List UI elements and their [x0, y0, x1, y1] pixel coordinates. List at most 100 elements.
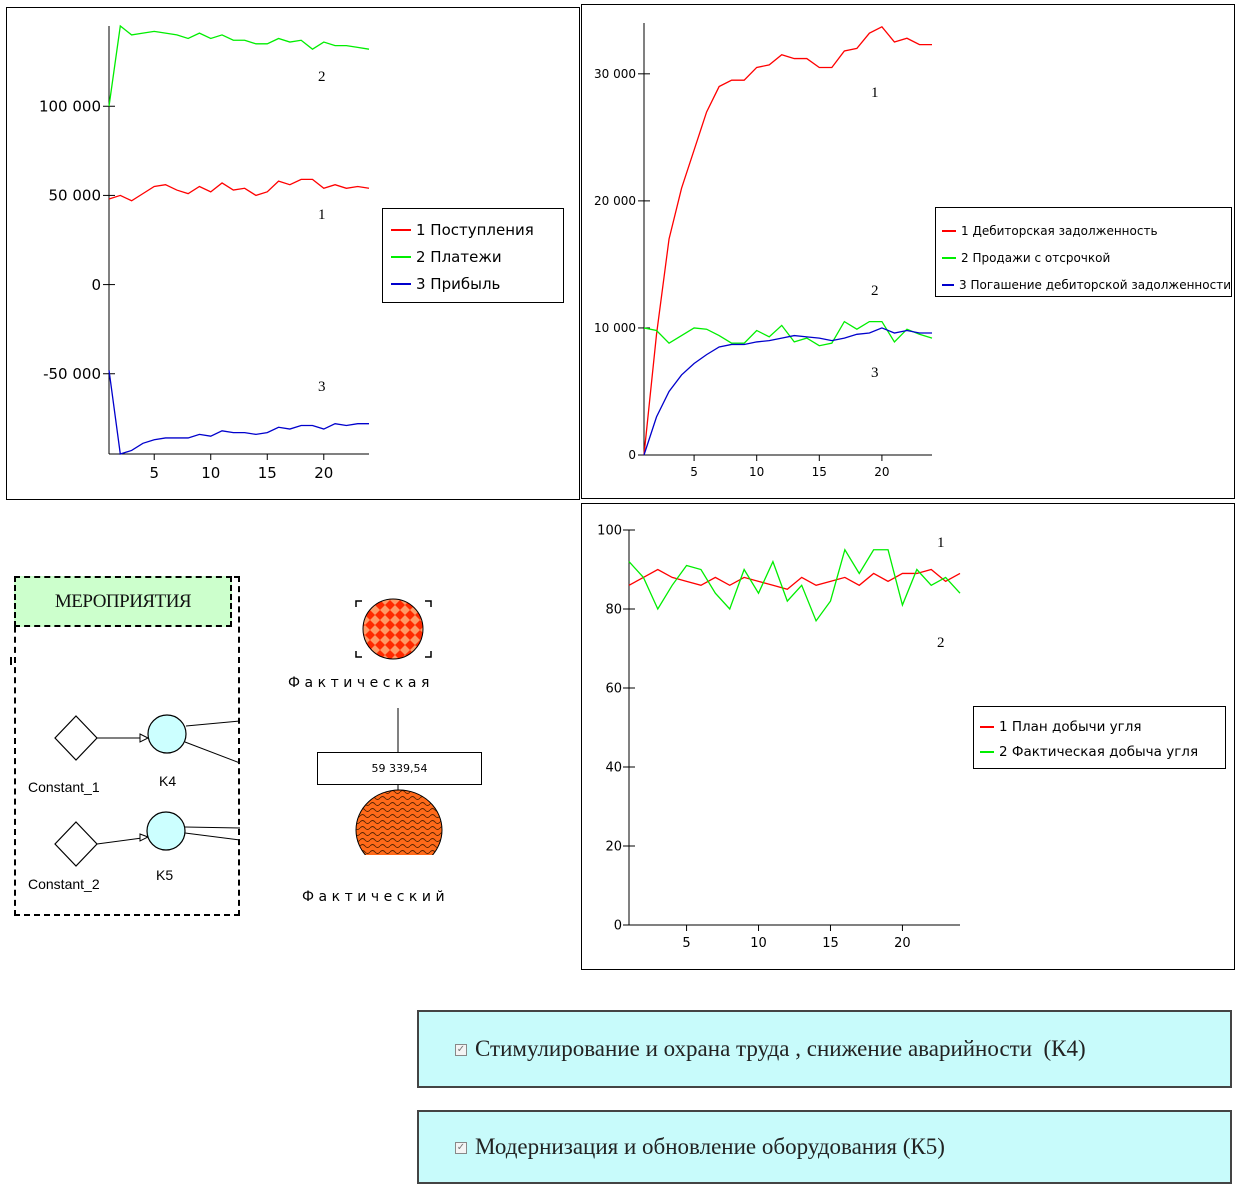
series-line-1 — [108, 178, 370, 202]
diagram-canvas — [10, 657, 240, 867]
x-tick-label: 10 — [749, 465, 764, 479]
k5-node[interactable] — [146, 811, 186, 851]
y-tick-label: 40 — [605, 761, 622, 776]
series-line-3 — [108, 370, 369, 455]
legend-label: 2 Фактическая добыча угля — [999, 743, 1199, 760]
actual-level-node[interactable] — [362, 598, 424, 660]
link-k5-out-1 — [184, 826, 240, 829]
series-line-2 — [643, 320, 933, 347]
x-tick-label: 10 — [750, 936, 767, 951]
chart-receivables-svg: 5 10 15 20 0 10 000 20 000 30 000 1 2 3 — [594, 23, 933, 479]
chart-panel-coal: 5 10 15 20 0 20 40 60 80 100 1 2 1 План добычи угля… — [581, 503, 1235, 970]
legend-swatch — [391, 228, 411, 231]
checkbox-k4[interactable]: ✓ Стимулирование и охрана труда , снижен… — [417, 1010, 1232, 1088]
legend-swatch — [980, 725, 994, 728]
legend-label: 2 Продажи с отсрочкой — [961, 250, 1111, 265]
x-tick-label: 15 — [812, 465, 827, 479]
legend-label: 3 Прибыль — [416, 274, 501, 293]
actual-output-label: Фактический — [302, 889, 450, 905]
x-tick-label: 5 — [682, 936, 690, 951]
checkbox-k5[interactable]: ✓ Модернизация и обновление оборудования… — [417, 1110, 1232, 1184]
legend-item: 1 План добычи угля — [980, 714, 1225, 739]
series-line-2 — [628, 548, 961, 623]
link-k4-out-1 — [185, 720, 240, 727]
constant-2-label: Constant_2 — [28, 876, 100, 892]
series-line-2 — [108, 24, 370, 107]
k5-label: K5 — [156, 867, 174, 883]
link-constant2-k5 — [96, 837, 143, 845]
legend-item: 1 Поступления — [391, 216, 563, 243]
legend-swatch — [391, 282, 411, 285]
checkbox-k4-label: Стимулирование и охрана труда , снижение… — [475, 1036, 1086, 1061]
chart-panel-finance: 5 10 15 20 -50 000 0 50 000 100 000 1 2 3 1 Поступ… — [6, 7, 580, 500]
y-tick-label: -50 000 — [43, 365, 101, 383]
legend-item: 2 Продажи с отсрочкой — [942, 244, 1231, 271]
y-tick-label: 0 — [628, 448, 636, 462]
y-tick-label: 0 — [614, 919, 622, 934]
arrow-head — [139, 733, 150, 743]
series-curve-label-2: 2 — [318, 69, 326, 85]
legend-swatch — [942, 256, 956, 259]
legend-swatch — [980, 750, 994, 753]
link-k4-out-2 — [184, 741, 240, 764]
x-tick-label: 20 — [874, 465, 889, 479]
x-tick-label: 20 — [894, 936, 911, 951]
legend-swatch — [942, 229, 956, 232]
legend-swatch — [391, 255, 411, 258]
chart-legend: 1 Дебиторская задолженность 2 Продажи с … — [935, 207, 1232, 297]
y-tick-label: 80 — [605, 603, 622, 618]
series-line-1 — [628, 568, 961, 590]
y-tick-label: 100 000 — [39, 98, 101, 116]
legend-swatch — [942, 283, 955, 286]
constant-1-label: Constant_1 — [28, 779, 100, 795]
selection-handles — [355, 600, 432, 658]
y-tick-label: 20 000 — [594, 194, 636, 208]
chart-legend: 1 Поступления 2 Платежи 3 Прибыль — [382, 208, 564, 303]
legend-label: 2 Платежи — [416, 247, 502, 266]
x-tick-label: 20 — [314, 464, 333, 482]
series-curve-label-3: 3 — [871, 365, 879, 381]
actual-output-node[interactable] — [355, 789, 443, 855]
y-tick-label: 60 — [605, 682, 622, 697]
series-curve-label-2: 2 — [937, 635, 945, 651]
port-marker — [10, 657, 12, 665]
series-curve-label-1: 1 — [318, 207, 326, 223]
measures-group-title: МЕРОПРИЯТИЯ — [14, 576, 232, 627]
x-tick-label: 15 — [258, 464, 277, 482]
y-tick-label: 100 — [597, 524, 622, 539]
legend-label: 1 Дебиторская задолженность — [961, 223, 1158, 238]
arrow-head — [139, 833, 150, 842]
checkbox-k4-box[interactable]: ✓ — [455, 1044, 467, 1056]
constant-2-node[interactable] — [54, 821, 98, 867]
series-curve-label-3: 3 — [318, 379, 326, 395]
checkbox-k5-box[interactable]: ✓ — [455, 1142, 467, 1154]
legend-item: 3 Прибыль — [391, 270, 563, 297]
chart-coal-svg: 5 10 15 20 0 20 40 60 80 100 1 2 — [597, 524, 961, 951]
legend-item: 3 Погашение дебиторской задолженности — [942, 271, 1231, 298]
k4-node[interactable] — [147, 714, 187, 754]
x-tick-label: 10 — [201, 464, 220, 482]
x-tick-label: 15 — [822, 936, 839, 951]
series-curve-label-1: 1 — [937, 535, 945, 551]
series-curve-label-2: 2 — [871, 283, 879, 299]
link-k5-out-2 — [184, 832, 240, 841]
chart-legend: 1 План добычи угля 2 Фактическая добыча … — [973, 706, 1226, 769]
y-tick-label: 50 000 — [49, 187, 102, 205]
chart-finance-svg: 5 10 15 20 -50 000 0 50 000 100 000 1 2 3 — [39, 24, 370, 482]
y-tick-label: 0 — [91, 276, 101, 294]
x-tick-label: 5 — [690, 465, 698, 479]
legend-label: 3 Погашение дебиторской задолженности — [959, 277, 1231, 292]
legend-item: 2 Платежи — [391, 243, 563, 270]
legend-item: 2 Фактическая добыча угля — [980, 739, 1225, 764]
legend-label: 1 Поступления — [416, 220, 534, 239]
legend-item: 1 Дебиторская задолженность — [942, 217, 1231, 244]
y-tick-label: 30 000 — [594, 67, 636, 81]
value-display: 59 339,54 — [317, 752, 482, 785]
series-line-1 — [643, 25, 932, 456]
constant-1-node[interactable] — [54, 715, 98, 761]
checkbox-k5-label: Модернизация и обновление оборудования (… — [475, 1134, 945, 1159]
k4-label: K4 — [159, 773, 177, 789]
chart-panel-receivables: 5 10 15 20 0 10 000 20 000 30 000 1 2 3 1 Дебиторс… — [581, 4, 1235, 499]
diagram-center — [355, 598, 443, 855]
legend-label: 1 План добычи угля — [999, 718, 1142, 735]
